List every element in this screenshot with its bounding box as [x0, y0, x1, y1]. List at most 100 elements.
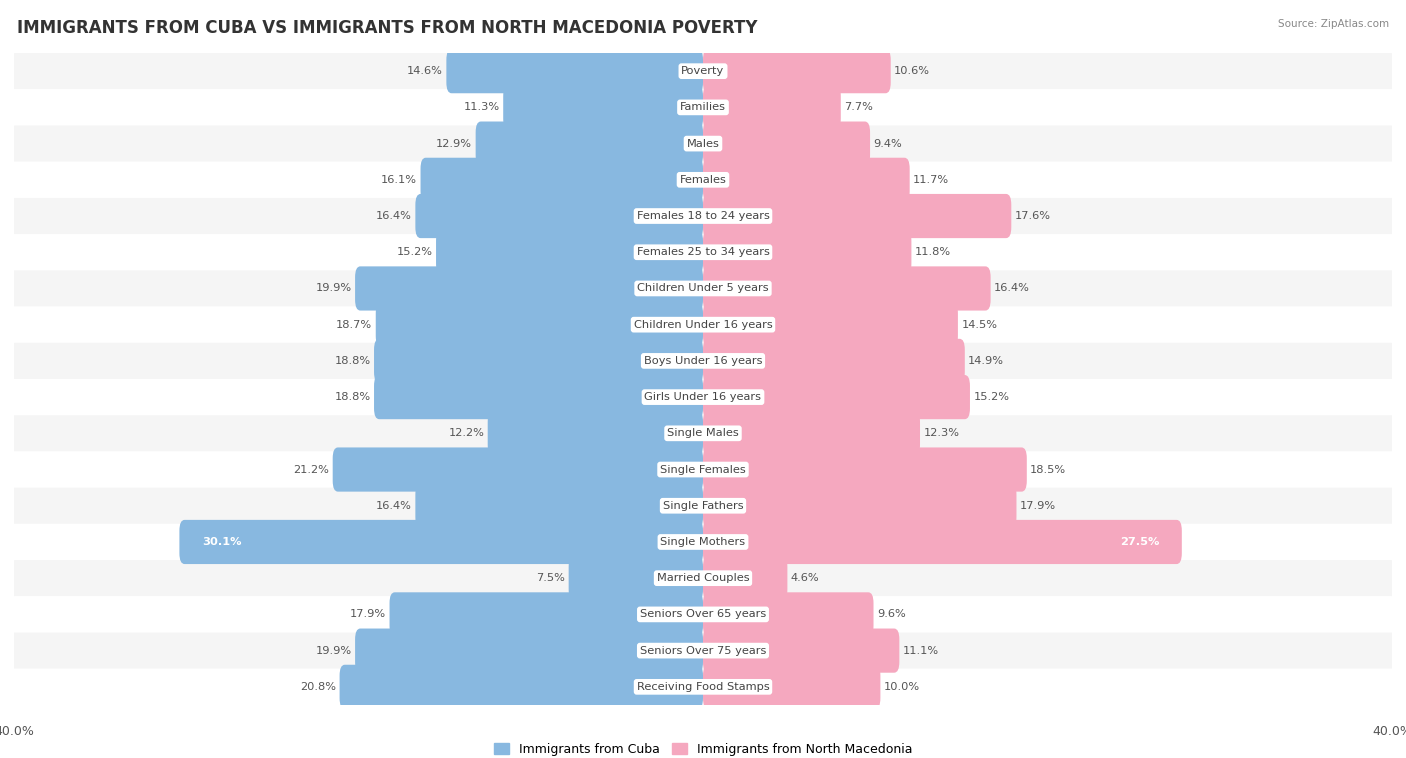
- FancyBboxPatch shape: [14, 379, 1392, 415]
- FancyBboxPatch shape: [340, 665, 703, 709]
- FancyBboxPatch shape: [703, 375, 970, 419]
- FancyBboxPatch shape: [503, 86, 703, 130]
- Text: 40.0%: 40.0%: [0, 725, 34, 738]
- FancyBboxPatch shape: [703, 520, 1182, 564]
- Text: 16.1%: 16.1%: [381, 175, 418, 185]
- Text: IMMIGRANTS FROM CUBA VS IMMIGRANTS FROM NORTH MACEDONIA POVERTY: IMMIGRANTS FROM CUBA VS IMMIGRANTS FROM …: [17, 19, 758, 37]
- Text: 14.5%: 14.5%: [962, 320, 997, 330]
- Text: 15.2%: 15.2%: [973, 392, 1010, 402]
- FancyBboxPatch shape: [14, 271, 1392, 306]
- FancyBboxPatch shape: [703, 49, 891, 93]
- FancyBboxPatch shape: [703, 121, 870, 166]
- FancyBboxPatch shape: [389, 592, 703, 637]
- Text: Children Under 16 years: Children Under 16 years: [634, 320, 772, 330]
- Text: 20.8%: 20.8%: [299, 682, 336, 692]
- Text: Single Mothers: Single Mothers: [661, 537, 745, 547]
- Text: Single Fathers: Single Fathers: [662, 501, 744, 511]
- FancyBboxPatch shape: [436, 230, 703, 274]
- FancyBboxPatch shape: [374, 375, 703, 419]
- Text: 10.6%: 10.6%: [894, 66, 931, 76]
- Text: 16.4%: 16.4%: [375, 501, 412, 511]
- Text: Receiving Food Stamps: Receiving Food Stamps: [637, 682, 769, 692]
- Text: Girls Under 16 years: Girls Under 16 years: [644, 392, 762, 402]
- FancyBboxPatch shape: [703, 447, 1026, 492]
- Text: 9.4%: 9.4%: [873, 139, 903, 149]
- FancyBboxPatch shape: [356, 628, 703, 672]
- Text: 30.1%: 30.1%: [202, 537, 242, 547]
- Text: 12.9%: 12.9%: [436, 139, 472, 149]
- Text: 14.6%: 14.6%: [408, 66, 443, 76]
- FancyBboxPatch shape: [703, 339, 965, 383]
- Text: 18.8%: 18.8%: [335, 356, 371, 366]
- FancyBboxPatch shape: [14, 487, 1392, 524]
- FancyBboxPatch shape: [703, 194, 1011, 238]
- Text: 16.4%: 16.4%: [994, 283, 1031, 293]
- Text: Males: Males: [686, 139, 720, 149]
- Text: Single Males: Single Males: [666, 428, 740, 438]
- FancyBboxPatch shape: [703, 592, 873, 637]
- Text: Females 25 to 34 years: Females 25 to 34 years: [637, 247, 769, 257]
- Text: Seniors Over 75 years: Seniors Over 75 years: [640, 646, 766, 656]
- Text: 7.5%: 7.5%: [536, 573, 565, 583]
- FancyBboxPatch shape: [14, 415, 1392, 452]
- Text: 21.2%: 21.2%: [294, 465, 329, 475]
- Text: 27.5%: 27.5%: [1121, 537, 1160, 547]
- FancyBboxPatch shape: [703, 158, 910, 202]
- Text: 18.7%: 18.7%: [336, 320, 373, 330]
- FancyBboxPatch shape: [14, 597, 1392, 632]
- FancyBboxPatch shape: [180, 520, 703, 564]
- Text: 19.9%: 19.9%: [315, 646, 352, 656]
- Text: Females: Females: [679, 175, 727, 185]
- FancyBboxPatch shape: [415, 194, 703, 238]
- Text: 4.6%: 4.6%: [790, 573, 820, 583]
- FancyBboxPatch shape: [14, 632, 1392, 669]
- FancyBboxPatch shape: [703, 556, 787, 600]
- FancyBboxPatch shape: [703, 665, 880, 709]
- FancyBboxPatch shape: [14, 89, 1392, 126]
- Text: Children Under 5 years: Children Under 5 years: [637, 283, 769, 293]
- Text: 19.9%: 19.9%: [315, 283, 352, 293]
- Text: Boys Under 16 years: Boys Under 16 years: [644, 356, 762, 366]
- Text: 11.8%: 11.8%: [915, 247, 950, 257]
- FancyBboxPatch shape: [703, 266, 991, 311]
- FancyBboxPatch shape: [14, 234, 1392, 271]
- Text: 15.2%: 15.2%: [396, 247, 433, 257]
- Text: Seniors Over 65 years: Seniors Over 65 years: [640, 609, 766, 619]
- Legend: Immigrants from Cuba, Immigrants from North Macedonia: Immigrants from Cuba, Immigrants from No…: [488, 738, 918, 758]
- FancyBboxPatch shape: [333, 447, 703, 492]
- Text: 18.5%: 18.5%: [1031, 465, 1066, 475]
- Text: 17.6%: 17.6%: [1015, 211, 1050, 221]
- Text: Families: Families: [681, 102, 725, 112]
- FancyBboxPatch shape: [420, 158, 703, 202]
- FancyBboxPatch shape: [703, 628, 900, 672]
- FancyBboxPatch shape: [14, 524, 1392, 560]
- Text: 17.9%: 17.9%: [350, 609, 387, 619]
- FancyBboxPatch shape: [446, 49, 703, 93]
- FancyBboxPatch shape: [14, 53, 1392, 89]
- FancyBboxPatch shape: [14, 306, 1392, 343]
- FancyBboxPatch shape: [375, 302, 703, 346]
- Text: 10.0%: 10.0%: [884, 682, 920, 692]
- FancyBboxPatch shape: [488, 412, 703, 456]
- Text: 12.3%: 12.3%: [924, 428, 959, 438]
- FancyBboxPatch shape: [703, 230, 911, 274]
- FancyBboxPatch shape: [475, 121, 703, 166]
- FancyBboxPatch shape: [415, 484, 703, 528]
- FancyBboxPatch shape: [14, 126, 1392, 161]
- FancyBboxPatch shape: [374, 339, 703, 383]
- FancyBboxPatch shape: [356, 266, 703, 311]
- FancyBboxPatch shape: [703, 412, 920, 456]
- Text: 14.9%: 14.9%: [969, 356, 1004, 366]
- Text: 11.1%: 11.1%: [903, 646, 939, 656]
- Text: Single Females: Single Females: [661, 465, 745, 475]
- FancyBboxPatch shape: [14, 669, 1392, 705]
- Text: Source: ZipAtlas.com: Source: ZipAtlas.com: [1278, 19, 1389, 29]
- FancyBboxPatch shape: [568, 556, 703, 600]
- Text: 7.7%: 7.7%: [844, 102, 873, 112]
- FancyBboxPatch shape: [14, 452, 1392, 487]
- Text: 17.9%: 17.9%: [1019, 501, 1056, 511]
- Text: Married Couples: Married Couples: [657, 573, 749, 583]
- Text: 18.8%: 18.8%: [335, 392, 371, 402]
- Text: 11.7%: 11.7%: [912, 175, 949, 185]
- Text: 16.4%: 16.4%: [375, 211, 412, 221]
